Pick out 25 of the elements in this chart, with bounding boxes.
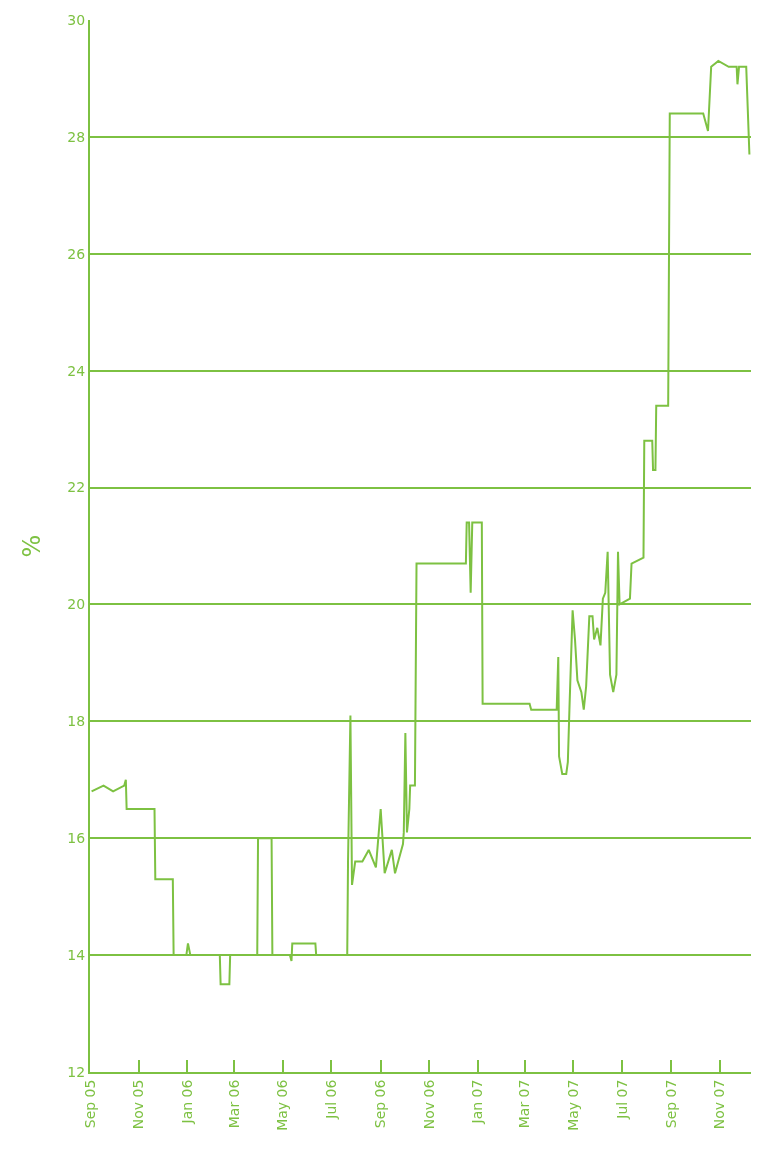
y-tick-label: 22 <box>67 479 86 496</box>
x-tick-label: Sep 05 <box>81 1079 98 1129</box>
y-tick-label: 24 <box>67 362 86 379</box>
x-tick-label: Jan 06 <box>178 1079 195 1125</box>
x-tick-label: Jul 07 <box>613 1079 630 1120</box>
x-tick-label: Sep 07 <box>662 1079 679 1129</box>
y-tick-label: 18 <box>67 713 86 730</box>
y-tick-label: 16 <box>67 830 86 847</box>
x-tick-label: May 06 <box>274 1079 291 1131</box>
y-tick-label: 28 <box>67 128 86 145</box>
x-tick-label: Sep 06 <box>372 1079 389 1129</box>
x-tick-label: Jan 07 <box>469 1079 486 1125</box>
y-axis-title: % <box>17 534 46 558</box>
x-tick-label: Jul 06 <box>322 1079 339 1120</box>
x-tick-label: Mar 06 <box>225 1079 242 1129</box>
x-tick-label: Mar 07 <box>516 1079 533 1129</box>
x-tick-label: Nov 06 <box>420 1079 437 1130</box>
y-tick-label: 30 <box>67 11 86 28</box>
y-tick-label: 14 <box>67 947 86 964</box>
x-tick-label: Nov 05 <box>130 1079 147 1130</box>
x-tick-label: Nov 07 <box>711 1079 728 1130</box>
y-tick-label: 20 <box>67 596 86 613</box>
x-tick-label: May 07 <box>564 1079 581 1131</box>
y-tick-label: 12 <box>67 1063 86 1080</box>
y-tick-label: 26 <box>67 245 86 262</box>
